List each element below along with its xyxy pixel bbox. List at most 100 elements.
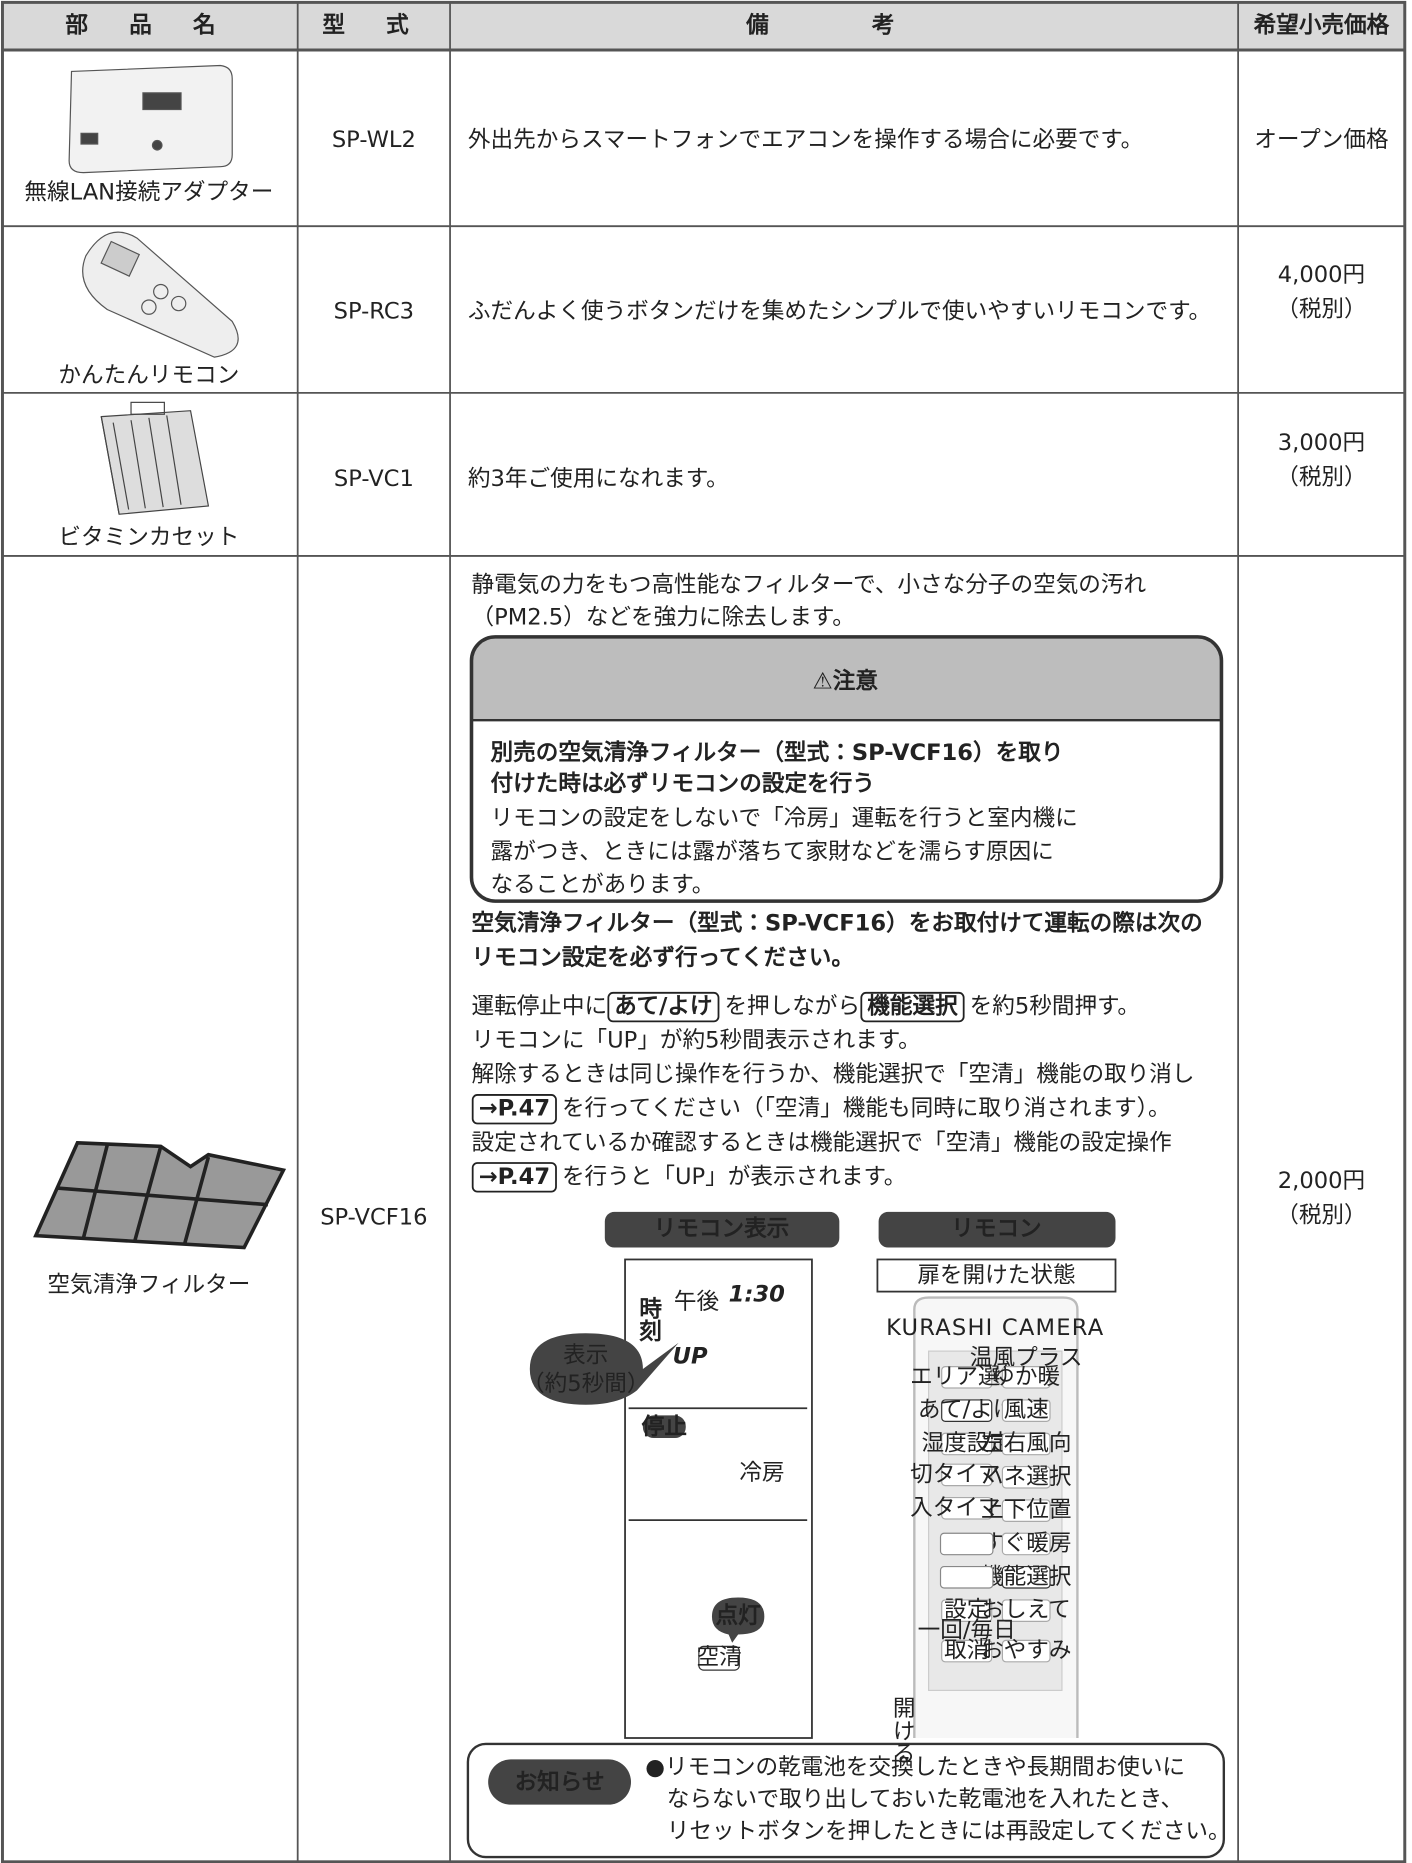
- remote-button: [941, 1463, 993, 1487]
- price: （税別）: [1276, 297, 1366, 323]
- cassette-image: [100, 401, 210, 515]
- price: （税別）: [1276, 1203, 1366, 1229]
- open-label: 開ける: [889, 1696, 915, 1764]
- step-text: 解除するときは同じ操作を行うか、機能選択で「空清」機能の取り消し: [471, 1062, 1194, 1088]
- once-label: 一回/毎日: [918, 1617, 1016, 1643]
- remote-button-label: ゆか暖: [992, 1364, 1060, 1390]
- remote-button: [941, 1432, 993, 1456]
- part-name: 空気清浄フィルター: [47, 1272, 250, 1298]
- callout-text: 表示: [563, 1342, 608, 1368]
- remote-label: リモコン: [951, 1216, 1041, 1242]
- step-button-frame: [860, 991, 965, 1023]
- remote-button: [941, 1399, 993, 1422]
- remote-button: [941, 1496, 993, 1520]
- column-header: 備 考: [745, 13, 942, 39]
- caution-body: 露がつき、ときには露が落ちて家財などを濡らす原因に: [491, 839, 1054, 865]
- display-label: リモコン表示: [654, 1216, 790, 1242]
- air-box: [698, 1645, 740, 1671]
- remote-button: [1001, 1366, 1051, 1389]
- step-text: を約5秒間押す。: [970, 994, 1140, 1020]
- step-button-frame: [607, 991, 720, 1023]
- part-name: 無線LAN接続アダプター: [24, 179, 273, 205]
- notice-line: ならないで取り出しておいた乾電池を入れたとき、: [667, 1786, 1183, 1812]
- caution-body: なることがあります。: [491, 872, 715, 898]
- note: 約3年ご使用になれます。: [468, 466, 729, 492]
- column-header: 部 品 名: [65, 12, 232, 39]
- remote-button-label: ハネ選択: [981, 1464, 1072, 1490]
- remote-button: [941, 1366, 993, 1389]
- intro-line: 静電気の力をもつ高性能なフィルターで、小さな分子の空気の汚れ: [471, 572, 1146, 598]
- remote-button: [1001, 1432, 1051, 1456]
- column-header: 型 式: [322, 13, 425, 39]
- step-text: を押しながら: [724, 994, 860, 1020]
- column-header: 希望小売価格: [1254, 12, 1390, 39]
- caution-heading: 付けた時は必ずリモコンの設定を行う: [491, 770, 875, 797]
- remote-button-label: 機能選択: [981, 1564, 1072, 1590]
- model: SP-VCF16: [320, 1204, 427, 1230]
- remote-label-pill: [878, 1211, 1116, 1248]
- mode: 冷房: [739, 1460, 784, 1486]
- stop-label: 停止: [641, 1414, 687, 1440]
- state-label: 扉を開けた状態: [917, 1263, 1075, 1289]
- callout-bubble: [529, 1333, 679, 1405]
- air-label: 空清: [696, 1645, 741, 1671]
- header-band: [2, 2, 1405, 50]
- price: （税別）: [1276, 464, 1366, 490]
- remote-button-label: 左右風向: [981, 1430, 1071, 1456]
- step-button-frame: [471, 1094, 557, 1125]
- notice-line: ●リモコンの乾電池を交換したときや長期間お使いに: [645, 1754, 1185, 1780]
- brand: KURASHI CAMERA: [886, 1315, 1104, 1341]
- pm-label: 午後: [674, 1289, 720, 1315]
- price: 2,000円: [1278, 1168, 1365, 1194]
- notice-label: お知らせ: [515, 1769, 605, 1796]
- adapter-image: [68, 64, 233, 174]
- step-text: リモコンに「UP」が約5秒間表示されます。: [471, 1028, 920, 1054]
- price: 4,000円: [1278, 262, 1365, 288]
- callout-text: （約5秒間）: [522, 1371, 649, 1397]
- notice-line: リセットボタンを押したときには再設定してください。: [667, 1819, 1231, 1845]
- display-label-pill: [604, 1211, 840, 1248]
- part-name: ビタミンカセット: [58, 525, 239, 551]
- instruction-line: 空気清浄フィルター（型式：SP-VCF16）をお取付けて運転の際は次の: [471, 909, 1202, 936]
- note: ふだんよく使うボタンだけを集めたシンプルで使いやすいリモコンです。: [468, 298, 1211, 324]
- caution-title: ⚠注意: [813, 668, 879, 695]
- price: 3,000円: [1278, 430, 1365, 456]
- step-button: あて/よけ: [614, 994, 712, 1020]
- remote-button: [941, 1599, 993, 1622]
- remote-button: [941, 1639, 993, 1663]
- model: SP-VC1: [334, 466, 414, 492]
- up-indicator: UP: [673, 1344, 708, 1370]
- remote-button-label: おやすみ: [981, 1638, 1071, 1664]
- caution-body: リモコンの設定をしないで「冷房」運転を行うと室内機に: [491, 806, 1078, 832]
- filter-image: [33, 1140, 287, 1250]
- clock-label: 時刻: [635, 1296, 662, 1343]
- display-panel: [624, 1258, 813, 1739]
- arrow-button: [939, 1565, 994, 1589]
- remote-button-label: 取消: [944, 1638, 989, 1664]
- remote-button-label: 設定: [944, 1597, 989, 1623]
- remote-button-label: すぐ暖房: [981, 1530, 1071, 1556]
- remote-button: [1001, 1532, 1051, 1556]
- note: 外出先からスマートフォンでエアコンを操作する場合に必要です。: [468, 127, 1143, 153]
- caution-heading: 別売の空気清浄フィルター（型式：SP-VCF16）を取り: [491, 739, 1064, 766]
- step-text: を行うと「UP」が表示されます。: [562, 1164, 906, 1190]
- caution-box: [469, 635, 1224, 903]
- price: オープン価格: [1254, 127, 1389, 153]
- remote-button-label: おしえて: [982, 1597, 1071, 1623]
- arrow-button: [939, 1532, 994, 1556]
- notice-box: [466, 1742, 1226, 1859]
- remote-button-label: 湿度設定: [921, 1430, 1011, 1456]
- step-button-frame: [471, 1162, 557, 1193]
- intro-line: （PM2.5）などを強力に除去します。: [471, 604, 854, 630]
- stop-pill: [642, 1415, 686, 1439]
- step-button: →P.47: [479, 1096, 550, 1122]
- step-text: 設定されているか確認するときは機能選択で「空清」機能の設定操作: [471, 1130, 1171, 1156]
- step-button: →P.47: [479, 1164, 550, 1190]
- notice-pill: [488, 1759, 632, 1805]
- remote-button: [1001, 1465, 1051, 1489]
- remote-button: [1001, 1599, 1051, 1622]
- lit-label: 点灯: [716, 1603, 762, 1629]
- step-text: 運転停止中に: [471, 994, 607, 1020]
